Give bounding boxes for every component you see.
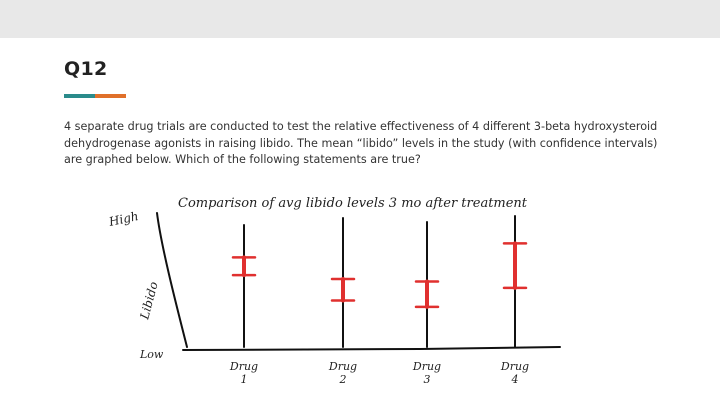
accent-bar-orange <box>95 94 126 98</box>
y-axis-label: Libido <box>137 280 161 322</box>
question-text: 4 separate drug trials are conducted to … <box>64 120 658 167</box>
category-label-1: Drug 1 <box>229 360 258 386</box>
slide-title: Q12 <box>64 58 108 80</box>
y-high-label: High <box>107 209 140 229</box>
accent-bar-teal <box>64 94 95 98</box>
top-bar <box>0 0 720 38</box>
category-label-2: Drug 2 <box>328 360 357 386</box>
category-label-3: Drug 3 <box>412 360 441 386</box>
y-axis-line <box>156 212 188 348</box>
chart-title: Comparison of avg libido levels 3 mo aft… <box>178 196 528 211</box>
x-axis-line <box>182 346 561 351</box>
y-low-label: Low <box>139 348 164 361</box>
category-label-4: Drug 4 <box>500 360 529 386</box>
drug-lines: Drug 1 Drug 2 Drug 3 Drug 4 <box>229 215 529 386</box>
